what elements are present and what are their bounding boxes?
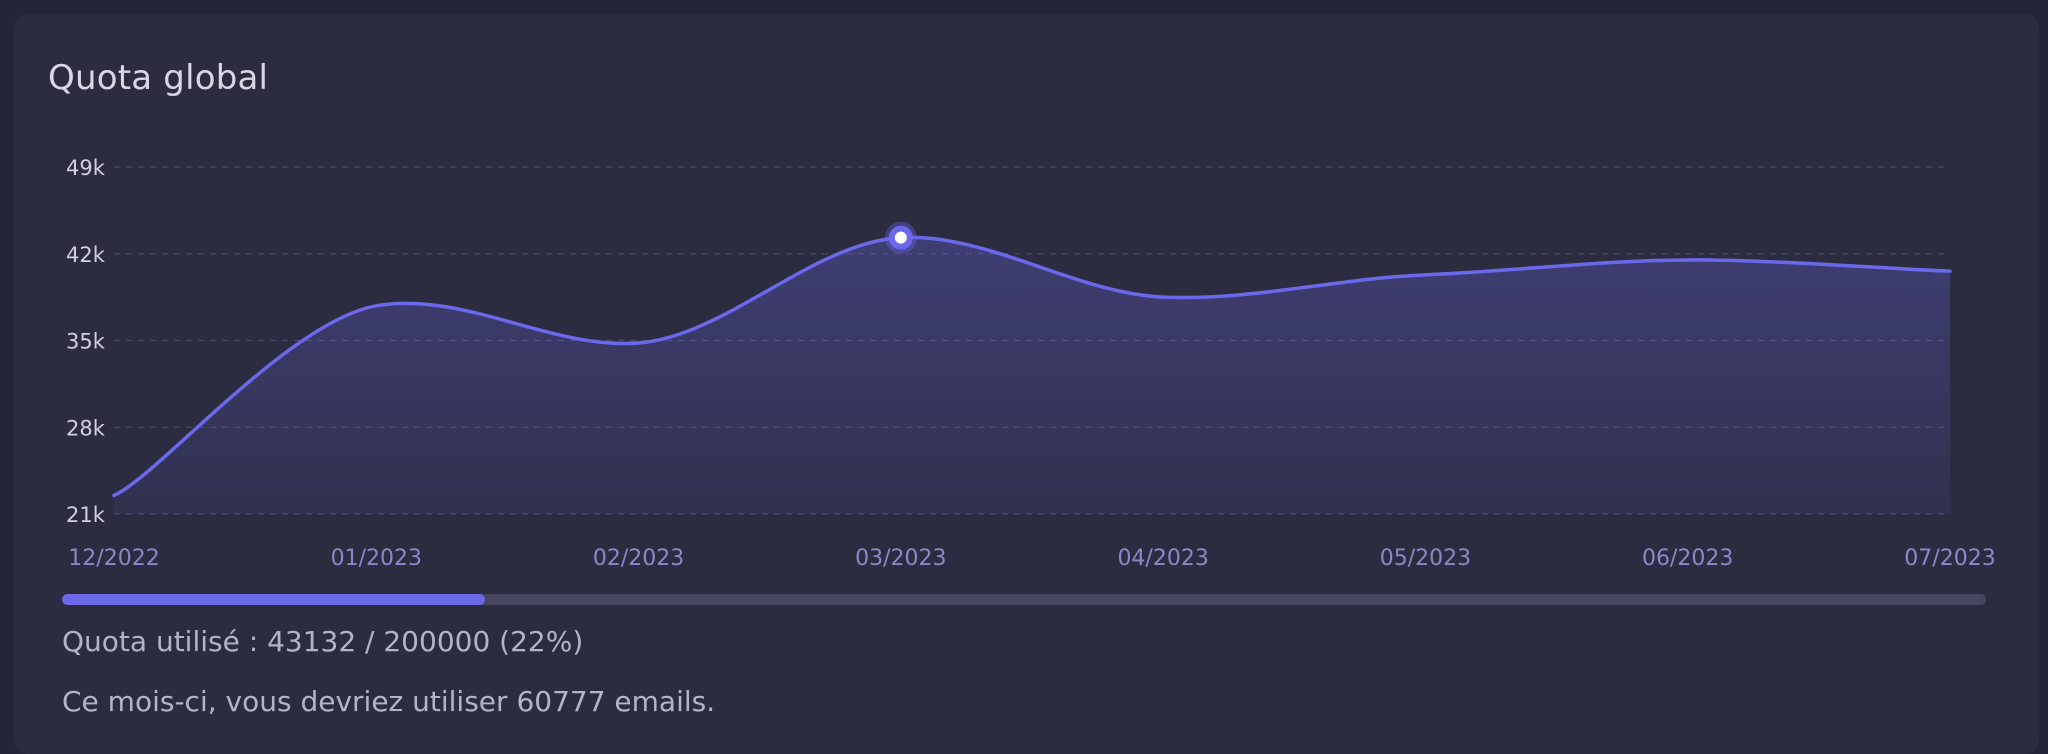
forecast-text: Ce mois-ci, vous devriez utiliser 60777 … (62, 685, 716, 718)
card-title: Quota global (48, 58, 269, 98)
quota-used-text: Quota utilisé : 43132 / 200000 (22%) (62, 625, 584, 658)
quota-progress-fill (62, 594, 486, 605)
quota-progress-bar (62, 594, 1986, 605)
